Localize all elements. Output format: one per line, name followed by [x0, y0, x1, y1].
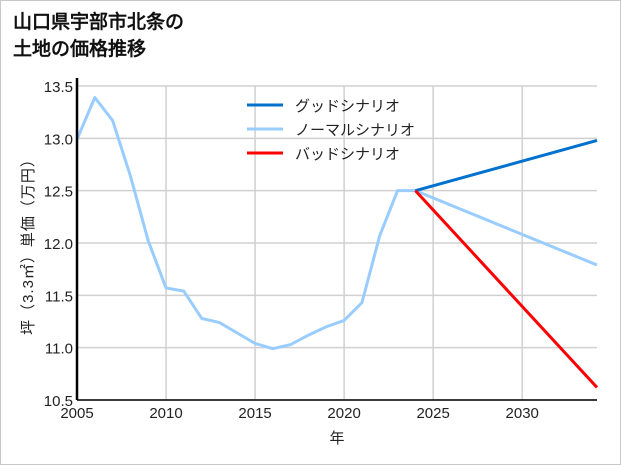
- y-tick-label: 13.5: [44, 79, 73, 96]
- chart-title: 山口県宇部市北条の 土地の価格推移: [13, 9, 184, 63]
- axes: 10.5 11.0 11.5 12.0 12.5 13.0 13.5 2005 2010 2015…: [44, 78, 597, 422]
- y-tick-label: 12.5: [44, 184, 73, 201]
- series-line-0: [414, 138, 598, 193]
- series-lines: [75, 96, 599, 389]
- title-line-2: 土地の価格推移: [13, 38, 147, 60]
- x-tick-label: 2030: [506, 405, 539, 422]
- x-tick-label: 2025: [416, 405, 449, 422]
- y-tick-label: 12.0: [44, 236, 73, 253]
- y-tick-label: 11.5: [45, 288, 73, 305]
- series-line-1: [75, 96, 598, 351]
- y-axis-label: 坪（3.3㎡）単価（万円）: [20, 151, 37, 335]
- x-tick-label: 2005: [60, 405, 93, 422]
- grid: [77, 85, 597, 401]
- x-axis-label: 年: [329, 430, 344, 447]
- x-tick-label: 2015: [238, 405, 271, 422]
- legend-label: グッドシナリオ: [295, 98, 400, 115]
- x-tick-label: 2020: [327, 405, 360, 422]
- x-tick-label: 2010: [149, 405, 182, 422]
- series-line-2: [414, 189, 599, 389]
- y-tick-label: 11.0: [45, 341, 73, 358]
- legend-label: バッドシナリオ: [295, 146, 400, 163]
- title-line-1: 山口県宇部市北条の: [13, 11, 185, 33]
- legend-label: ノーマルシナリオ: [295, 122, 415, 139]
- y-tick-label: 10.5: [44, 393, 73, 410]
- y-tick-label: 13.0: [44, 131, 73, 148]
